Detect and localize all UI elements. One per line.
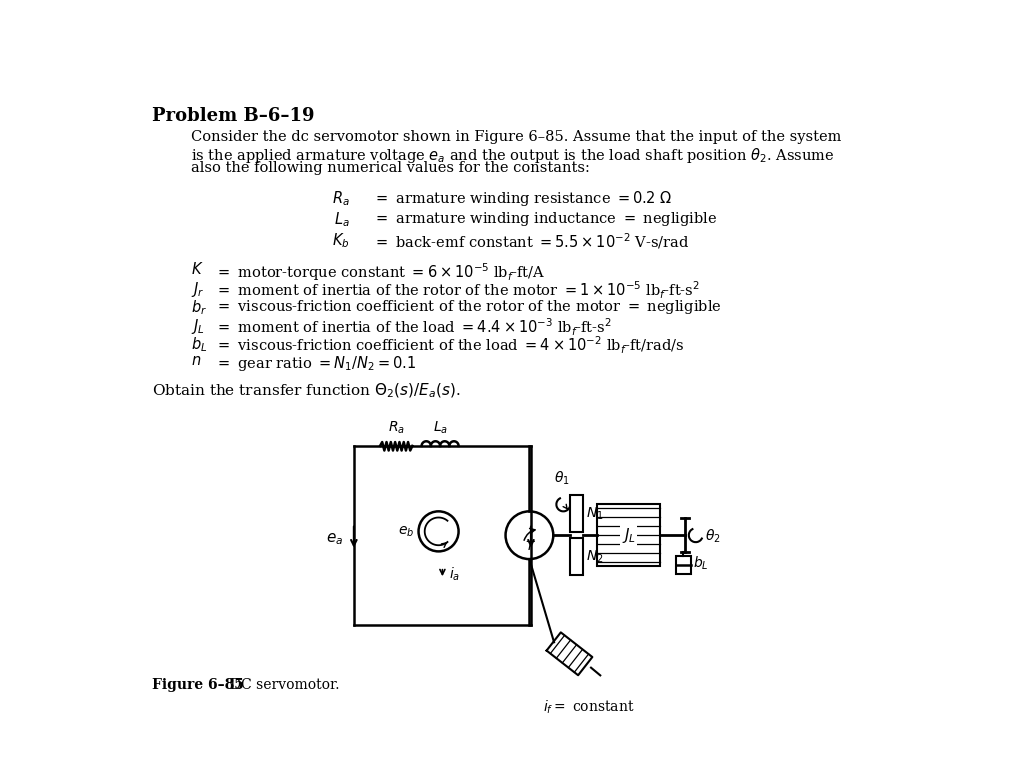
Text: $R_a$: $R_a$ — [332, 190, 350, 208]
Text: $b_L$: $b_L$ — [190, 335, 207, 354]
Text: $=$ viscous-friction coefficient of the rotor of the motor $=$ negligible: $=$ viscous-friction coefficient of the … — [215, 298, 722, 316]
Text: Consider the dc servomotor shown in Figure 6–85. Assume that the input of the sy: Consider the dc servomotor shown in Figu… — [190, 131, 841, 145]
Text: $b_L$: $b_L$ — [692, 555, 709, 572]
Text: Figure 6–85: Figure 6–85 — [153, 678, 244, 692]
Text: $N_2$: $N_2$ — [587, 549, 604, 565]
Text: $=$ moment of inertia of the load $= 4.4 \times 10^{-3}$ lb$_f$-ft-s$^2$: $=$ moment of inertia of the load $= 4.4… — [215, 316, 611, 338]
Text: $=$ moment of inertia of the rotor of the motor $= 1 \times 10^{-5}$ lb$_f$-ft-s: $=$ moment of inertia of the rotor of th… — [215, 280, 700, 301]
Text: $=$ armature winding resistance $= 0.2\ \Omega$: $=$ armature winding resistance $= 0.2\ … — [373, 190, 672, 208]
Bar — [676, 556, 691, 573]
Text: $R_a$: $R_a$ — [388, 420, 404, 436]
Text: $i_a$: $i_a$ — [449, 566, 460, 584]
Text: Obtain the transfer function $\Theta_2(s)/E_a(s)$.: Obtain the transfer function $\Theta_2(s… — [153, 382, 461, 399]
Text: $J_L$: $J_L$ — [190, 316, 205, 336]
Text: $n$: $n$ — [190, 354, 201, 368]
Bar — [597, 504, 660, 566]
Text: Problem B–6–19: Problem B–6–19 — [153, 107, 314, 125]
Text: $=$ gear ratio $= N_1/N_2 = 0.1$: $=$ gear ratio $= N_1/N_2 = 0.1$ — [215, 354, 417, 372]
Text: $e_a$: $e_a$ — [326, 531, 343, 547]
Text: $J_r$: $J_r$ — [190, 280, 204, 298]
Bar — [570, 495, 584, 532]
Text: $b_r$: $b_r$ — [190, 298, 207, 317]
Bar — [570, 538, 584, 575]
Text: $=$ viscous-friction coefficient of the load $= 4 \times 10^{-2}$ lb$_f$-ft/rad/: $=$ viscous-friction coefficient of the … — [215, 335, 685, 357]
Text: $=$ back-emf constant $= 5.5 \times 10^{-2}$ V-s/rad: $=$ back-emf constant $= 5.5 \times 10^{… — [373, 231, 689, 251]
Text: $T$: $T$ — [525, 540, 537, 553]
Text: $K$: $K$ — [190, 261, 203, 277]
Text: $L_a$: $L_a$ — [334, 211, 350, 229]
Text: also the following numerical values for the constants:: also the following numerical values for … — [190, 161, 590, 175]
Text: $\theta_1$: $\theta_1$ — [554, 470, 569, 487]
Text: is the applied armature voltage $e_a$ and the output is the load shaft position : is the applied armature voltage $e_a$ an… — [190, 145, 834, 165]
Text: $=$ armature winding inductance $=$ negligible: $=$ armature winding inductance $=$ negl… — [373, 211, 718, 228]
Text: $i_f=$ constant: $i_f=$ constant — [543, 699, 635, 716]
Text: $e_b$: $e_b$ — [397, 524, 414, 538]
Text: $=$ motor-torque constant $= 6 \times 10^{-5}$ lb$_f$-ft/A: $=$ motor-torque constant $= 6 \times 10… — [215, 261, 546, 283]
Text: $\theta_2$: $\theta_2$ — [705, 528, 721, 545]
Text: $N_1$: $N_1$ — [587, 506, 604, 522]
Text: $J_L$: $J_L$ — [622, 526, 636, 545]
Text: $L_a$: $L_a$ — [432, 420, 447, 436]
Text: $K_b$: $K_b$ — [333, 231, 350, 249]
Text: DC servomotor.: DC servomotor. — [217, 678, 339, 692]
